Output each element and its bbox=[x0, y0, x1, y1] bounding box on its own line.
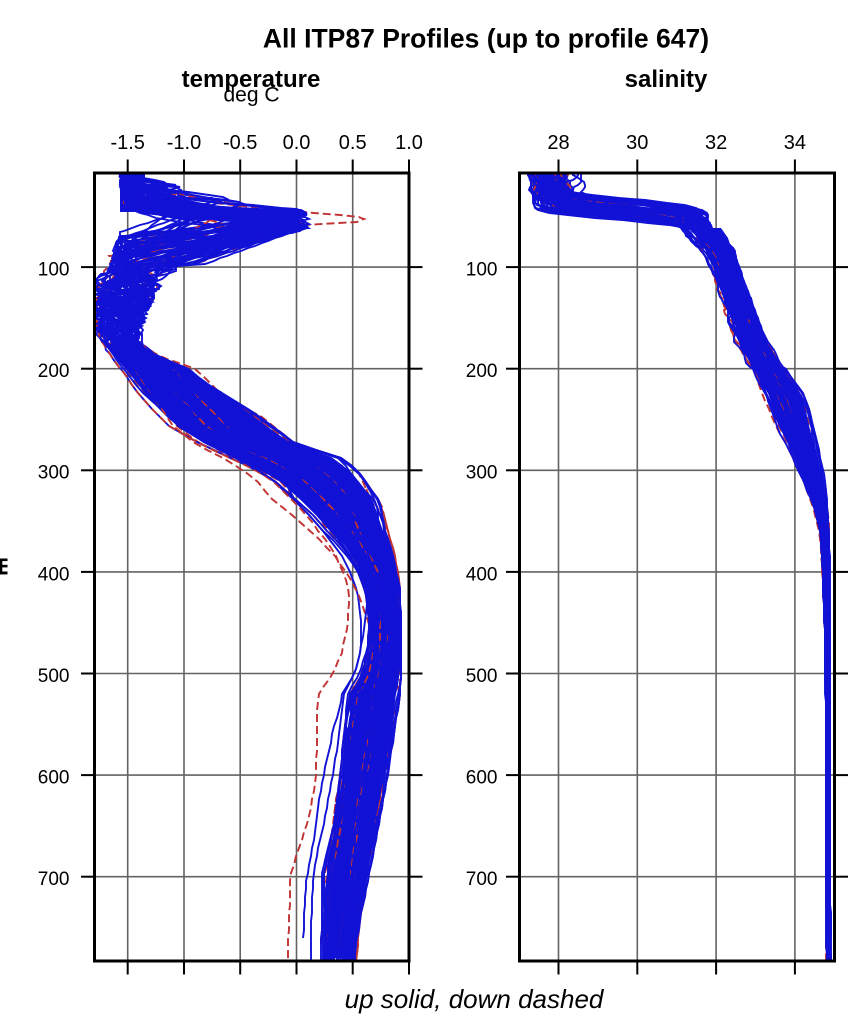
svg-text:100: 100 bbox=[466, 260, 498, 281]
svg-text:200: 200 bbox=[466, 361, 498, 382]
svg-text:200: 200 bbox=[38, 361, 70, 382]
svg-text:34: 34 bbox=[784, 132, 806, 154]
svg-text:temperature: temperature bbox=[182, 66, 321, 93]
svg-text:600: 600 bbox=[466, 768, 498, 789]
svg-text:700: 700 bbox=[38, 869, 70, 890]
svg-text:700: 700 bbox=[466, 869, 498, 890]
svg-text:400: 400 bbox=[466, 564, 498, 585]
svg-text:salinity: salinity bbox=[625, 66, 708, 93]
svg-text:300: 300 bbox=[38, 463, 70, 484]
svg-text:32: 32 bbox=[705, 132, 727, 154]
svg-text:500: 500 bbox=[38, 666, 70, 687]
svg-text:28: 28 bbox=[547, 132, 569, 154]
svg-text:30: 30 bbox=[626, 132, 648, 154]
svg-text:-1.5: -1.5 bbox=[110, 132, 144, 154]
svg-text:0.5: 0.5 bbox=[339, 132, 367, 154]
svg-text:-1.0: -1.0 bbox=[167, 132, 201, 154]
svg-text:up solid, down dashed: up solid, down dashed bbox=[345, 984, 605, 1014]
svg-text:300: 300 bbox=[466, 463, 498, 484]
svg-text:400: 400 bbox=[38, 564, 70, 585]
svg-text:600: 600 bbox=[38, 768, 70, 789]
svg-text:All ITP87 Profiles (up to prof: All ITP87 Profiles (up to profile 647) bbox=[263, 24, 709, 54]
svg-text:deg C: deg C bbox=[223, 84, 279, 107]
svg-text:1.0: 1.0 bbox=[395, 132, 423, 154]
svg-text:500: 500 bbox=[466, 666, 498, 687]
svg-text:100: 100 bbox=[38, 260, 70, 281]
svg-text:0.0: 0.0 bbox=[283, 132, 311, 154]
svg-text:-0.5: -0.5 bbox=[223, 132, 257, 154]
